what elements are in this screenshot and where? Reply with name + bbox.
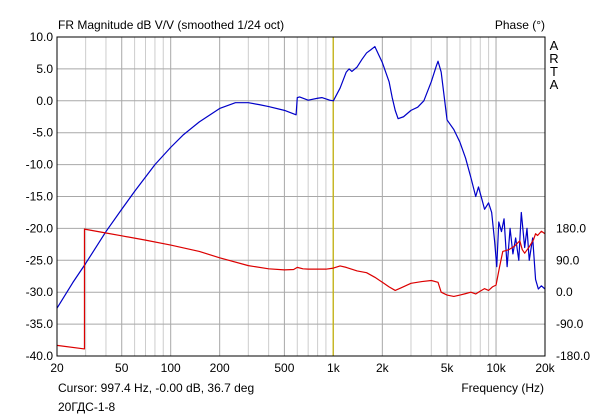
y2-tick-label: 0.0	[556, 285, 573, 299]
y-tick-label: -10.0	[26, 158, 54, 172]
phase-line	[56, 228, 546, 350]
y-tick-label: -30.0	[26, 285, 54, 299]
y-tick-label: -20.0	[26, 221, 54, 235]
y2-tick-labels: 180.0 90.0 0.0 -90.0 -180.0	[556, 221, 590, 363]
x-tick-label: 20	[50, 361, 64, 375]
x-tick-label: 1k	[327, 361, 341, 375]
y-tick-label: 5.0	[36, 62, 53, 76]
x-tick-label: 100	[161, 361, 181, 375]
x-tick-labels: 20 50 100 200 500 1k 2k 5k 10k 20k	[50, 361, 555, 375]
y-tick-label: -15.0	[26, 190, 54, 204]
x-tick-label: 2k	[376, 361, 390, 375]
y-tick-label: -40.0	[26, 349, 54, 363]
x-axis-label: Frequency (Hz)	[461, 381, 544, 395]
y2-tick-label: 90.0	[556, 253, 580, 267]
x-tick-label: 10k	[486, 361, 506, 375]
y2-tick-label: -90.0	[556, 317, 584, 331]
magnitude-line	[56, 45, 546, 309]
arta-letter: T	[550, 64, 558, 79]
chart-title: FR Magnitude dB V/V (smoothed 1/24 oct)	[58, 18, 284, 32]
y-tick-label: 10.0	[30, 30, 54, 44]
x-tick-label: 5k	[441, 361, 455, 375]
series-group	[56, 45, 546, 350]
arta-letter: A	[550, 77, 559, 92]
phase-axis-title: Phase (°)	[495, 18, 545, 32]
y-tick-label: 0.0	[36, 94, 53, 108]
x-tick-label: 50	[115, 361, 129, 375]
arta-letter: R	[549, 51, 558, 66]
plot-frame	[56, 36, 546, 357]
y-tick-label: -25.0	[26, 253, 54, 267]
y-tick-labels: 10.0 5.0 0.0 -5.0 -10.0 -15.0 -20.0 -25.0 -30.0 -…	[26, 30, 54, 363]
y2-tick-label: 180.0	[556, 221, 586, 235]
arta-letter: A	[550, 38, 559, 53]
footer-label: 20ГДС-1-8	[58, 400, 116, 414]
cursor-readout: Cursor: 997.4 Hz, -0.00 dB, 36.7 deg	[58, 381, 254, 395]
y2-tick-label: -180.0	[556, 349, 590, 363]
x-tick-label: 20k	[535, 361, 555, 375]
y-tick-label: -5.0	[32, 126, 53, 140]
x-tick-label: 500	[274, 361, 294, 375]
x-tick-label: 200	[210, 361, 230, 375]
y-tick-label: -35.0	[26, 317, 54, 331]
